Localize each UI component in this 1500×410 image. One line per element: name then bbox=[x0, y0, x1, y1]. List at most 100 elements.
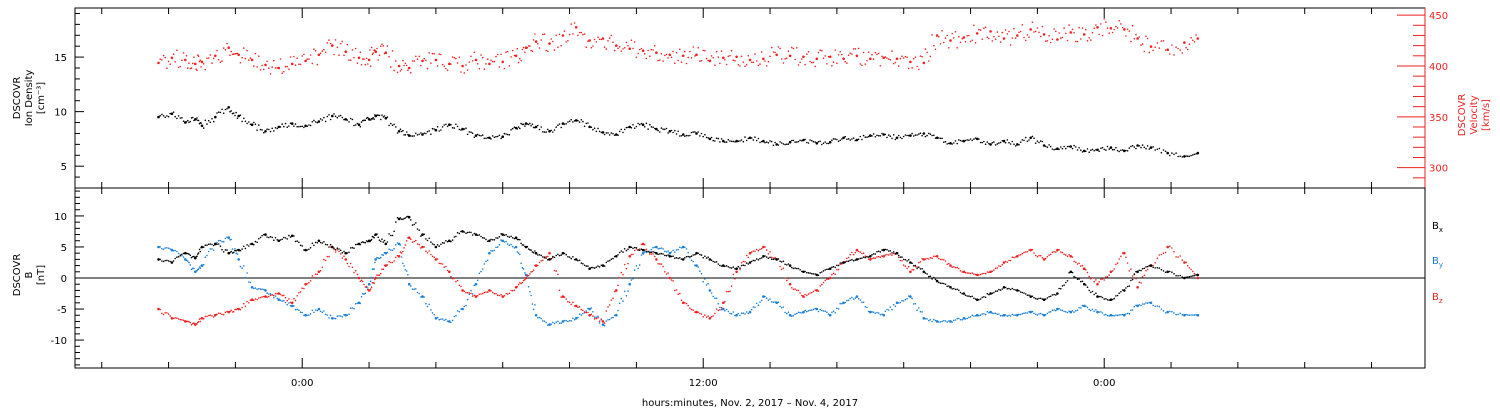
velocity-series-sample bbox=[204, 68, 207, 71]
by-series-sample bbox=[399, 244, 402, 246]
density-series-sample bbox=[279, 126, 282, 128]
velocity-series-sample bbox=[520, 59, 522, 62]
density-series-sample bbox=[1105, 149, 1107, 151]
bx-series-sample bbox=[1173, 273, 1175, 275]
density-series-point bbox=[1096, 148, 1099, 152]
bx-series-sample bbox=[745, 262, 748, 264]
bz-series-sample bbox=[1190, 268, 1192, 271]
bx-series-sample bbox=[867, 256, 870, 258]
density-series-sample bbox=[174, 115, 176, 118]
velocity-series-sample bbox=[380, 45, 382, 47]
density-series-sample bbox=[369, 119, 372, 121]
density-series-sample bbox=[1116, 149, 1119, 152]
bx-series-point bbox=[828, 267, 832, 271]
bz-series-sample bbox=[640, 243, 643, 246]
bz-series-sample bbox=[568, 301, 571, 304]
bz-series-sample bbox=[159, 308, 161, 311]
density-series-sample bbox=[643, 126, 646, 128]
bz-series-point bbox=[157, 307, 160, 311]
velocity-series-sample bbox=[471, 60, 474, 62]
by-series-sample bbox=[680, 247, 683, 249]
density-series-sample bbox=[715, 137, 718, 139]
by-series-sample bbox=[1075, 310, 1077, 312]
velocity-series-sample bbox=[190, 67, 193, 69]
by-series-sample bbox=[553, 322, 556, 325]
bx-series-sample bbox=[1138, 269, 1141, 272]
bz-series-sample bbox=[196, 323, 198, 325]
bx-series-sample bbox=[1188, 275, 1191, 278]
bz-series-sample bbox=[1095, 279, 1097, 281]
bx-series-sample bbox=[1018, 290, 1020, 292]
bx-series-sample bbox=[836, 264, 838, 267]
velocity-series-sample bbox=[491, 60, 494, 63]
velocity-series-sample bbox=[769, 55, 771, 58]
bz-series-sample bbox=[1106, 276, 1109, 278]
bx-series-sample bbox=[1169, 270, 1171, 273]
density-series-sample bbox=[801, 140, 803, 142]
density-series-sample bbox=[187, 119, 189, 122]
by-series-sample bbox=[309, 313, 312, 315]
bz-series-sample bbox=[369, 288, 372, 290]
bz-series-sample bbox=[1154, 262, 1156, 264]
by-series-sample bbox=[527, 286, 530, 288]
bz-series-sample bbox=[1116, 262, 1119, 264]
by-series-sample bbox=[630, 279, 633, 281]
density-series-sample bbox=[1162, 149, 1165, 151]
by-series-sample bbox=[1106, 314, 1109, 317]
bx-series-sample bbox=[645, 250, 648, 253]
density-series-sample bbox=[511, 127, 514, 130]
velocity-series-sample bbox=[914, 56, 917, 58]
density-series-sample bbox=[466, 133, 469, 136]
velocity-series-sample bbox=[351, 49, 354, 51]
by-series-sample bbox=[1101, 312, 1104, 314]
bx-series-sample bbox=[707, 256, 709, 259]
density-series-point bbox=[461, 127, 464, 131]
bz-series-sample bbox=[319, 269, 322, 272]
velocity-series-sample bbox=[959, 41, 962, 44]
density-series-point bbox=[735, 139, 738, 143]
bx-series-sample bbox=[211, 243, 213, 246]
bx-series-sample bbox=[730, 267, 733, 269]
density-series-sample bbox=[503, 132, 506, 135]
velocity-series-sample bbox=[1085, 28, 1087, 31]
bx-series-sample bbox=[796, 267, 798, 270]
by-series-sample bbox=[244, 276, 247, 279]
bx-series-sample bbox=[926, 273, 928, 275]
density-series-sample bbox=[839, 139, 841, 142]
density-series-sample bbox=[831, 139, 833, 141]
by-series-sample bbox=[395, 244, 397, 246]
by-series-sample bbox=[804, 309, 806, 312]
density-series-sample bbox=[1133, 146, 1136, 148]
by-series-sample bbox=[861, 301, 863, 304]
density-series-sample bbox=[605, 132, 608, 134]
velocity-series-sample bbox=[493, 60, 496, 63]
bz-series-sample bbox=[177, 318, 180, 320]
velocity-series-sample bbox=[685, 62, 688, 65]
by-series-sample bbox=[633, 269, 636, 271]
by-series-sample bbox=[787, 311, 790, 314]
bx-series-sample bbox=[618, 251, 621, 254]
bx-series-sample bbox=[313, 244, 315, 247]
by-series-sample bbox=[473, 284, 476, 287]
by-series-sample bbox=[911, 297, 913, 300]
bz-series-sample bbox=[537, 264, 539, 267]
by-series-sample bbox=[308, 314, 310, 316]
by-series-point bbox=[250, 286, 254, 289]
bx-series-sample bbox=[677, 257, 679, 260]
bz-series-sample bbox=[627, 262, 629, 265]
by-series-point bbox=[655, 245, 658, 249]
density-series-point bbox=[448, 123, 451, 126]
bx-series-sample bbox=[901, 256, 903, 258]
by-series-point bbox=[304, 313, 307, 317]
density-series-sample bbox=[660, 127, 663, 129]
bx-series-point bbox=[788, 264, 792, 267]
velocity-series-sample bbox=[630, 39, 633, 41]
by-series-sample bbox=[809, 309, 811, 312]
bx-series-sample bbox=[1105, 298, 1107, 300]
bz-series-sample bbox=[399, 251, 402, 253]
bx-series-sample bbox=[1009, 288, 1012, 291]
bx-series-sample bbox=[172, 260, 175, 262]
density-series-sample bbox=[991, 142, 994, 144]
density-series-point bbox=[1109, 146, 1113, 149]
by-series-sample bbox=[826, 311, 828, 314]
